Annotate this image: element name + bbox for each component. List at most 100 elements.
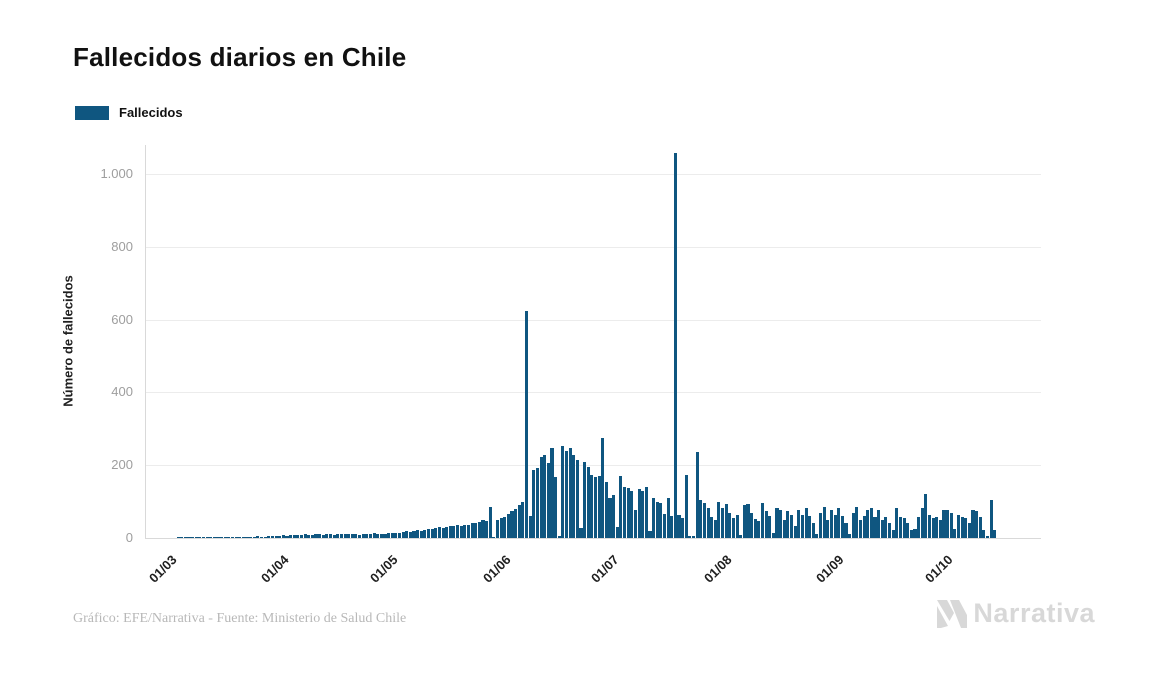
bar bbox=[372, 533, 376, 538]
bar bbox=[909, 530, 913, 538]
bar bbox=[898, 516, 902, 538]
page-title: Fallecidos diarios en Chile bbox=[73, 42, 407, 72]
bar bbox=[557, 536, 561, 538]
bar bbox=[314, 534, 318, 538]
bar bbox=[474, 523, 478, 538]
bar bbox=[768, 516, 772, 538]
bar bbox=[840, 516, 844, 538]
y-tick-label: 600 bbox=[111, 311, 133, 327]
bar bbox=[815, 534, 819, 538]
bar bbox=[626, 488, 630, 538]
bar bbox=[612, 495, 616, 538]
bar bbox=[201, 537, 206, 538]
bar bbox=[691, 536, 696, 538]
bar bbox=[960, 516, 964, 538]
bar bbox=[238, 537, 242, 538]
bar bbox=[775, 508, 779, 538]
bar bbox=[837, 508, 841, 538]
bar bbox=[877, 509, 881, 538]
bar bbox=[641, 490, 645, 538]
bar bbox=[503, 516, 507, 538]
bar bbox=[822, 507, 826, 538]
bar bbox=[448, 526, 452, 538]
bar bbox=[278, 536, 282, 538]
bar bbox=[750, 513, 754, 538]
bar bbox=[365, 534, 369, 538]
bar bbox=[797, 509, 801, 538]
bar bbox=[964, 518, 968, 538]
bar bbox=[358, 534, 362, 538]
bar bbox=[793, 526, 797, 538]
bar bbox=[299, 535, 304, 538]
bar bbox=[742, 505, 746, 538]
gridline bbox=[146, 174, 1041, 176]
bar bbox=[521, 502, 525, 538]
bar bbox=[263, 536, 267, 538]
bar bbox=[245, 536, 249, 538]
bar bbox=[430, 529, 434, 538]
bar bbox=[789, 515, 794, 538]
bar bbox=[191, 537, 195, 538]
plot-area bbox=[145, 145, 1041, 539]
bar bbox=[332, 534, 336, 538]
bar bbox=[510, 511, 514, 538]
bar bbox=[884, 516, 888, 538]
bar bbox=[906, 523, 910, 538]
bar bbox=[310, 535, 314, 538]
bar bbox=[270, 535, 274, 538]
bar bbox=[289, 535, 293, 538]
bar bbox=[394, 532, 398, 538]
bar bbox=[779, 509, 783, 538]
bar bbox=[234, 536, 238, 538]
bar bbox=[499, 518, 503, 538]
bar bbox=[953, 528, 957, 538]
bar bbox=[517, 505, 521, 538]
bar bbox=[223, 537, 227, 538]
bar bbox=[971, 509, 975, 538]
bar bbox=[572, 455, 576, 538]
bar bbox=[441, 527, 445, 538]
bar bbox=[212, 537, 216, 538]
bar bbox=[274, 535, 278, 538]
bar bbox=[760, 503, 765, 538]
bar bbox=[891, 530, 895, 538]
bar bbox=[459, 525, 463, 538]
bar bbox=[220, 537, 224, 538]
bar bbox=[405, 531, 409, 538]
bar bbox=[800, 515, 804, 538]
bar bbox=[285, 535, 289, 538]
gridline bbox=[146, 246, 1041, 248]
bar bbox=[833, 515, 837, 538]
bar bbox=[819, 513, 823, 538]
bar bbox=[539, 457, 543, 538]
bar bbox=[739, 535, 743, 538]
bar bbox=[328, 534, 333, 538]
legend-label: Fallecidos bbox=[119, 105, 183, 120]
bar bbox=[728, 513, 732, 538]
legend: Fallecidos bbox=[75, 105, 183, 120]
bar bbox=[710, 516, 714, 538]
bar bbox=[528, 516, 532, 538]
bar bbox=[292, 535, 296, 538]
bar bbox=[593, 476, 598, 538]
bar bbox=[978, 516, 982, 538]
bar bbox=[811, 523, 815, 538]
bar bbox=[956, 515, 961, 538]
bar bbox=[782, 520, 786, 538]
y-tick-label: 0 bbox=[125, 530, 133, 545]
bar bbox=[615, 527, 619, 538]
bar bbox=[343, 533, 347, 538]
narrativa-logo-icon bbox=[937, 599, 968, 628]
bar bbox=[771, 532, 775, 538]
bar bbox=[230, 537, 235, 538]
bar bbox=[387, 532, 391, 538]
bar bbox=[946, 509, 950, 538]
bar bbox=[866, 509, 870, 538]
x-tick-label: 01/07 bbox=[588, 552, 623, 586]
bar bbox=[826, 520, 830, 538]
bar bbox=[260, 536, 264, 538]
x-tick-label: 01/08 bbox=[700, 552, 735, 586]
bar bbox=[967, 523, 971, 538]
bar bbox=[477, 522, 481, 538]
